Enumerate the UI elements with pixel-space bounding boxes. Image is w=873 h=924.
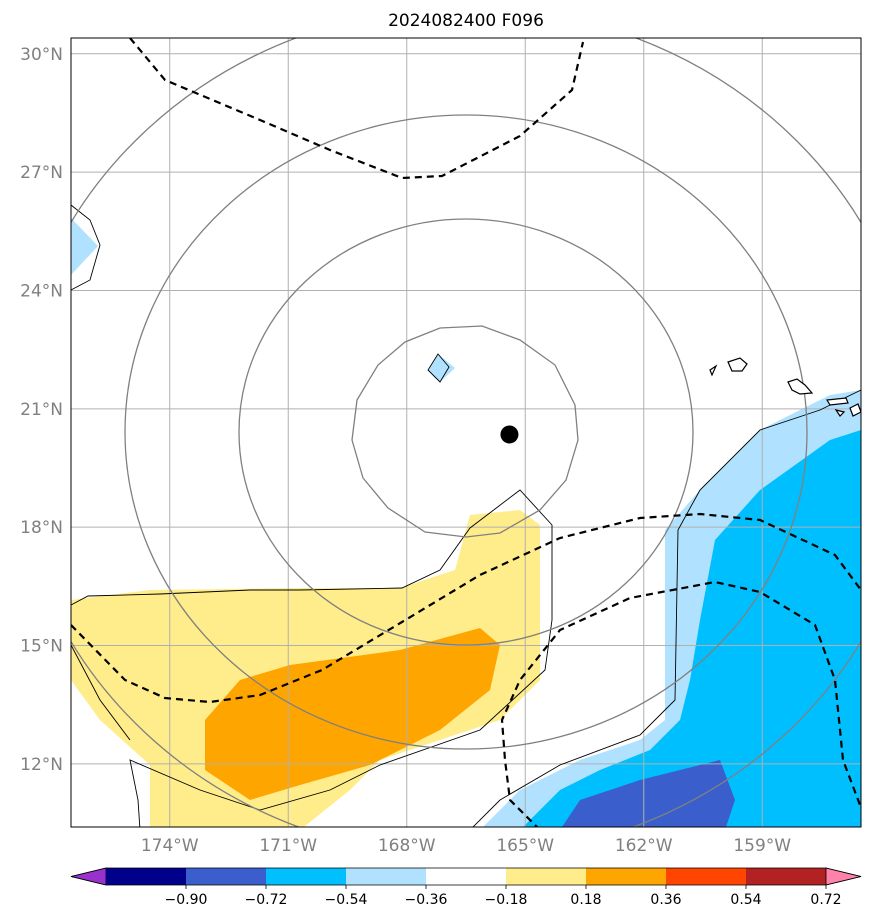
colorbar-tick-label: 0.54 (730, 892, 761, 908)
colorbar-extend-low (70, 867, 107, 886)
ring-3 (124, 114, 808, 750)
plot-frame (70, 37, 862, 828)
colorbar-segment (506, 868, 587, 885)
colorbar: −0.90 −0.72 −0.54 −0.36 −0.18 0.18 0.36 0.54 0.7… (70, 867, 862, 908)
colorbar-segment (666, 868, 747, 885)
colorbar-tick-label: −0.18 (485, 892, 528, 908)
colorbar-outline (70, 867, 862, 886)
colorbar-tick-label: 0.36 (650, 892, 681, 908)
thin-contour-line-left (71, 644, 131, 741)
x-tick-label: 171°W (259, 836, 317, 856)
thin-contour-line-west (71, 204, 101, 291)
x-tick-label: 159°W (733, 836, 791, 856)
dashed-contours (71, 38, 861, 827)
hawaiian-islands (709, 357, 861, 417)
dashed-contour-north (129, 38, 585, 180)
fill-royal-blue (562, 760, 735, 827)
y-tick-label: 21°N (20, 400, 63, 420)
fill-orange (205, 628, 500, 800)
ring-2 (238, 218, 694, 646)
island-lanai (834, 409, 846, 417)
y-tick-label: 30°N (20, 45, 63, 65)
colorbar-segment (266, 868, 347, 885)
x-tick-label: 174°W (141, 836, 199, 856)
thin-contour-line-east (472, 389, 861, 827)
x-tick-label: 162°W (615, 836, 673, 856)
colorbar-segment (746, 868, 827, 885)
storm-center-marker (500, 425, 519, 444)
colorbar-tick-label: 0.72 (810, 892, 841, 908)
colorbar-extend-high (825, 867, 862, 886)
colorbar-tick-label: −0.72 (245, 892, 288, 908)
y-tick-label: 12°N (20, 755, 63, 775)
y-tick-label: 24°N (20, 281, 63, 301)
chart-title: 2024082400 F096 (388, 11, 544, 31)
island-molokai (826, 397, 849, 406)
colorbar-tick-label: −0.90 (165, 892, 208, 908)
map-plot-area (71, 38, 861, 827)
dashed-contour-ridge (71, 512, 861, 704)
y-tick-label: 15°N (20, 637, 63, 657)
thin-contour-line (71, 489, 553, 827)
x-tick-label: 165°W (496, 836, 554, 856)
fill-light-blue-west (71, 218, 98, 275)
colorbar-tick-label: 0.18 (570, 892, 601, 908)
colorbar-segment (346, 868, 427, 885)
island-maui (849, 403, 861, 417)
x-tick-label: 168°W (378, 836, 436, 856)
island-oahu (787, 378, 814, 395)
y-axis-ticks: 30°N 27°N 24°N 21°N 18°N 15°N 12°N (20, 45, 63, 775)
y-tick-label: 18°N (20, 518, 63, 538)
colorbar-segment (586, 868, 667, 885)
island-niihau (709, 364, 718, 377)
colorbar-tick-label: −0.54 (325, 892, 368, 908)
x-axis-ticks: 174°W 171°W 168°W 165°W 162°W 159°W (141, 836, 791, 856)
y-tick-label: 27°N (20, 163, 63, 183)
island-kauai (727, 357, 748, 372)
colorbar-segment (186, 868, 267, 885)
colorbar-segment (426, 868, 507, 885)
ring-1 (351, 325, 579, 538)
colorbar-tick-label: −0.36 (405, 892, 448, 908)
small-island (427, 353, 450, 383)
colorbar-segment (106, 868, 187, 885)
fill-blue (523, 430, 861, 827)
distance-rings (71, 38, 861, 827)
